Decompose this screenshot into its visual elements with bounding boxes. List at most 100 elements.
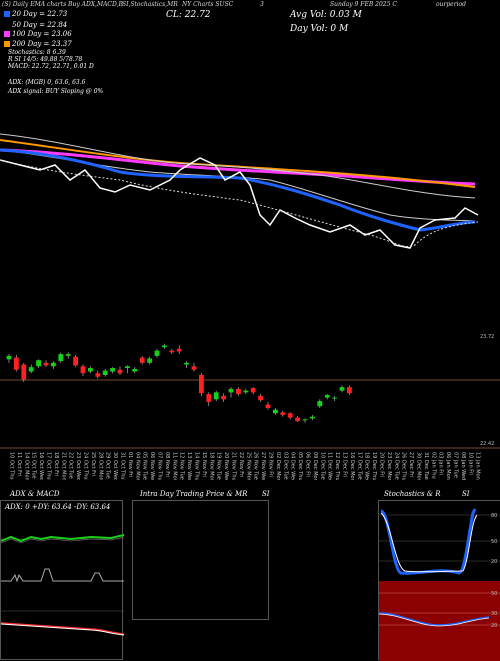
stochastics-rsi-panel: 80 50 20 50 30 20 — [378, 500, 500, 661]
date-tick-label: 08 Nov Fri — [164, 452, 170, 477]
adx-minus-line — [1, 536, 124, 544]
stoch-tick-50: 50 — [491, 539, 497, 545]
candle-body — [199, 374, 204, 394]
candle-body — [132, 368, 138, 372]
date-tick-label: 12 Dec Thu — [334, 452, 340, 480]
adx-line — [1, 568, 124, 583]
date-tick-label: 21 Nov Thu — [231, 452, 237, 480]
date-tick-label: 20 Dec Fri — [379, 452, 385, 477]
date-tick-label: 26 Nov Tue — [253, 452, 259, 480]
date-tick-label: 03 Dec Tue — [282, 452, 288, 480]
date-tick-label: 11 Dec Wed — [327, 452, 333, 480]
candle-body — [228, 388, 234, 393]
candle-body — [347, 387, 352, 394]
date-tick-label: 23 Dec Mon — [386, 452, 392, 480]
date-tick-label: 05 Dec Thu — [297, 452, 303, 480]
date-tick-label: 13 Nov Wed — [186, 452, 192, 480]
date-tick-label: 31 Dec Tue — [423, 452, 429, 480]
date-tick-label: 25 Oct Fri — [90, 452, 96, 476]
legend-swatch — [4, 22, 10, 28]
header-bar: (S) Daily EMA charts Buy ADX,MACD,B — [2, 1, 123, 8]
date-tick-label: 21 Oct Mon — [60, 452, 66, 480]
candle-body — [14, 357, 19, 370]
date-tick-label: 19 Dec Thu — [371, 452, 377, 480]
stat-macd: MACD: 22.72, 22.71, 0.01 D — [8, 63, 94, 70]
header-item-2: NY Charts SUSC — [182, 1, 234, 8]
ema100-line — [0, 148, 476, 186]
date-tick-label: 20 Nov Wed — [223, 452, 229, 480]
candle-body — [287, 413, 293, 418]
candlestick-series — [6, 343, 352, 423]
date-tick-label: 13 Jan Mon — [475, 452, 481, 480]
date-tick-label: 13 Dec Fri — [342, 452, 348, 477]
date-tick-label: 03 Jan Fri — [438, 452, 444, 475]
adx-line: ADX: (MGB) 0, 63.6, 63.6 — [8, 79, 86, 86]
date-tick-label: 06 Jan Mon — [445, 452, 451, 480]
candle-body — [110, 368, 115, 372]
date-tick-label: 30 Dec Mon — [416, 452, 422, 480]
date-tick-label: 17 Dec Tue — [356, 452, 362, 480]
header-item-4: Sunday 9 FEB 2025 C — [330, 1, 397, 8]
date-tick-label: 04 Dec Wed — [290, 452, 296, 480]
close-price: CL: 22.72 — [166, 10, 211, 20]
date-tick-label: 08 Jan Wed — [460, 452, 466, 480]
candle-body — [147, 358, 152, 363]
date-tick-label: 25 Nov Mon — [245, 452, 251, 480]
candle-body — [36, 360, 41, 367]
date-tick-label: 29 Nov Fri — [268, 452, 274, 477]
candle-body — [317, 401, 323, 407]
date-tick-label: 14 Nov Thu — [194, 452, 200, 480]
header-item-1: SI,Stochastics,MR — [122, 1, 178, 8]
header-item-5: ourperiod — [436, 1, 466, 8]
candle-body — [236, 388, 241, 395]
date-tick-label: 02 Dec Mon — [275, 452, 281, 480]
intra-panel-si: SI — [262, 490, 270, 498]
date-tick-label: 07 Nov Thu — [157, 452, 163, 480]
date-tick-label: 04 Nov Mon — [134, 452, 140, 480]
candle-body — [243, 390, 249, 393]
candle-body — [280, 412, 286, 415]
candle-body — [184, 362, 189, 365]
price-close-line — [0, 157, 479, 249]
date-tick-label: 02 Jan Thu — [430, 452, 436, 479]
date-tick-label: 18 Dec Wed — [364, 452, 370, 480]
legend-swatch — [4, 41, 10, 47]
macd-signal-line — [1, 622, 124, 635]
adx-macd-panel: ADX: 0 +DY: 63.64 -DY: 63.64 — [0, 500, 124, 660]
legend-ema200: 200 Day = 23.37 — [4, 40, 72, 48]
date-tick-label: 23 Oct Wed — [75, 452, 81, 480]
stoch-panel-title: Stochastics & R — [384, 490, 441, 498]
date-tick-label: 22 Oct Tue — [68, 452, 74, 479]
legend-swatch — [4, 11, 10, 17]
stoch-tick-20: 20 — [491, 559, 497, 565]
date-tick-label: 28 Oct Mon — [97, 452, 103, 480]
candle-body — [73, 356, 78, 366]
adx-signal: ADX signal: BUY Sloping @ 0% — [8, 88, 104, 95]
date-tick-label: 11 Nov Mon — [171, 452, 177, 480]
rsi-tick-20: 20 — [491, 623, 497, 629]
avg-volume: Avg Vol: 0.03 M — [290, 10, 362, 20]
date-tick-label: 22 Nov Fri — [238, 452, 244, 477]
date-tick-label: 11 Oct Fri — [16, 452, 22, 476]
stoch-panel-si: SI — [462, 490, 470, 498]
candle-body — [125, 366, 130, 369]
rsi-line — [379, 612, 490, 626]
rsi-tick-30: 30 — [491, 611, 497, 617]
adx-plus-line — [1, 534, 124, 543]
legend-ema100: 100 Day = 23.06 — [4, 30, 72, 38]
date-tick-label: 30 Oct Wed — [112, 452, 118, 480]
candle-body — [58, 354, 64, 362]
adx-macd-plot — [1, 534, 124, 636]
candle-body — [302, 419, 308, 421]
candle-body — [250, 388, 256, 393]
candle-body — [332, 397, 337, 399]
candle-body — [258, 395, 263, 401]
date-tick-label: 26 Dec Thu — [401, 452, 407, 480]
date-tick-label: 16 Dec Mon — [349, 452, 355, 480]
date-tick-label: 12 Nov Tue — [179, 452, 185, 480]
candle-body — [339, 387, 345, 391]
candle-body — [28, 367, 34, 372]
date-tick-label: 06 Nov Wed — [149, 452, 155, 480]
date-tick-label: 18 Oct Fri — [53, 452, 59, 476]
rsi-signal-line — [379, 613, 490, 627]
